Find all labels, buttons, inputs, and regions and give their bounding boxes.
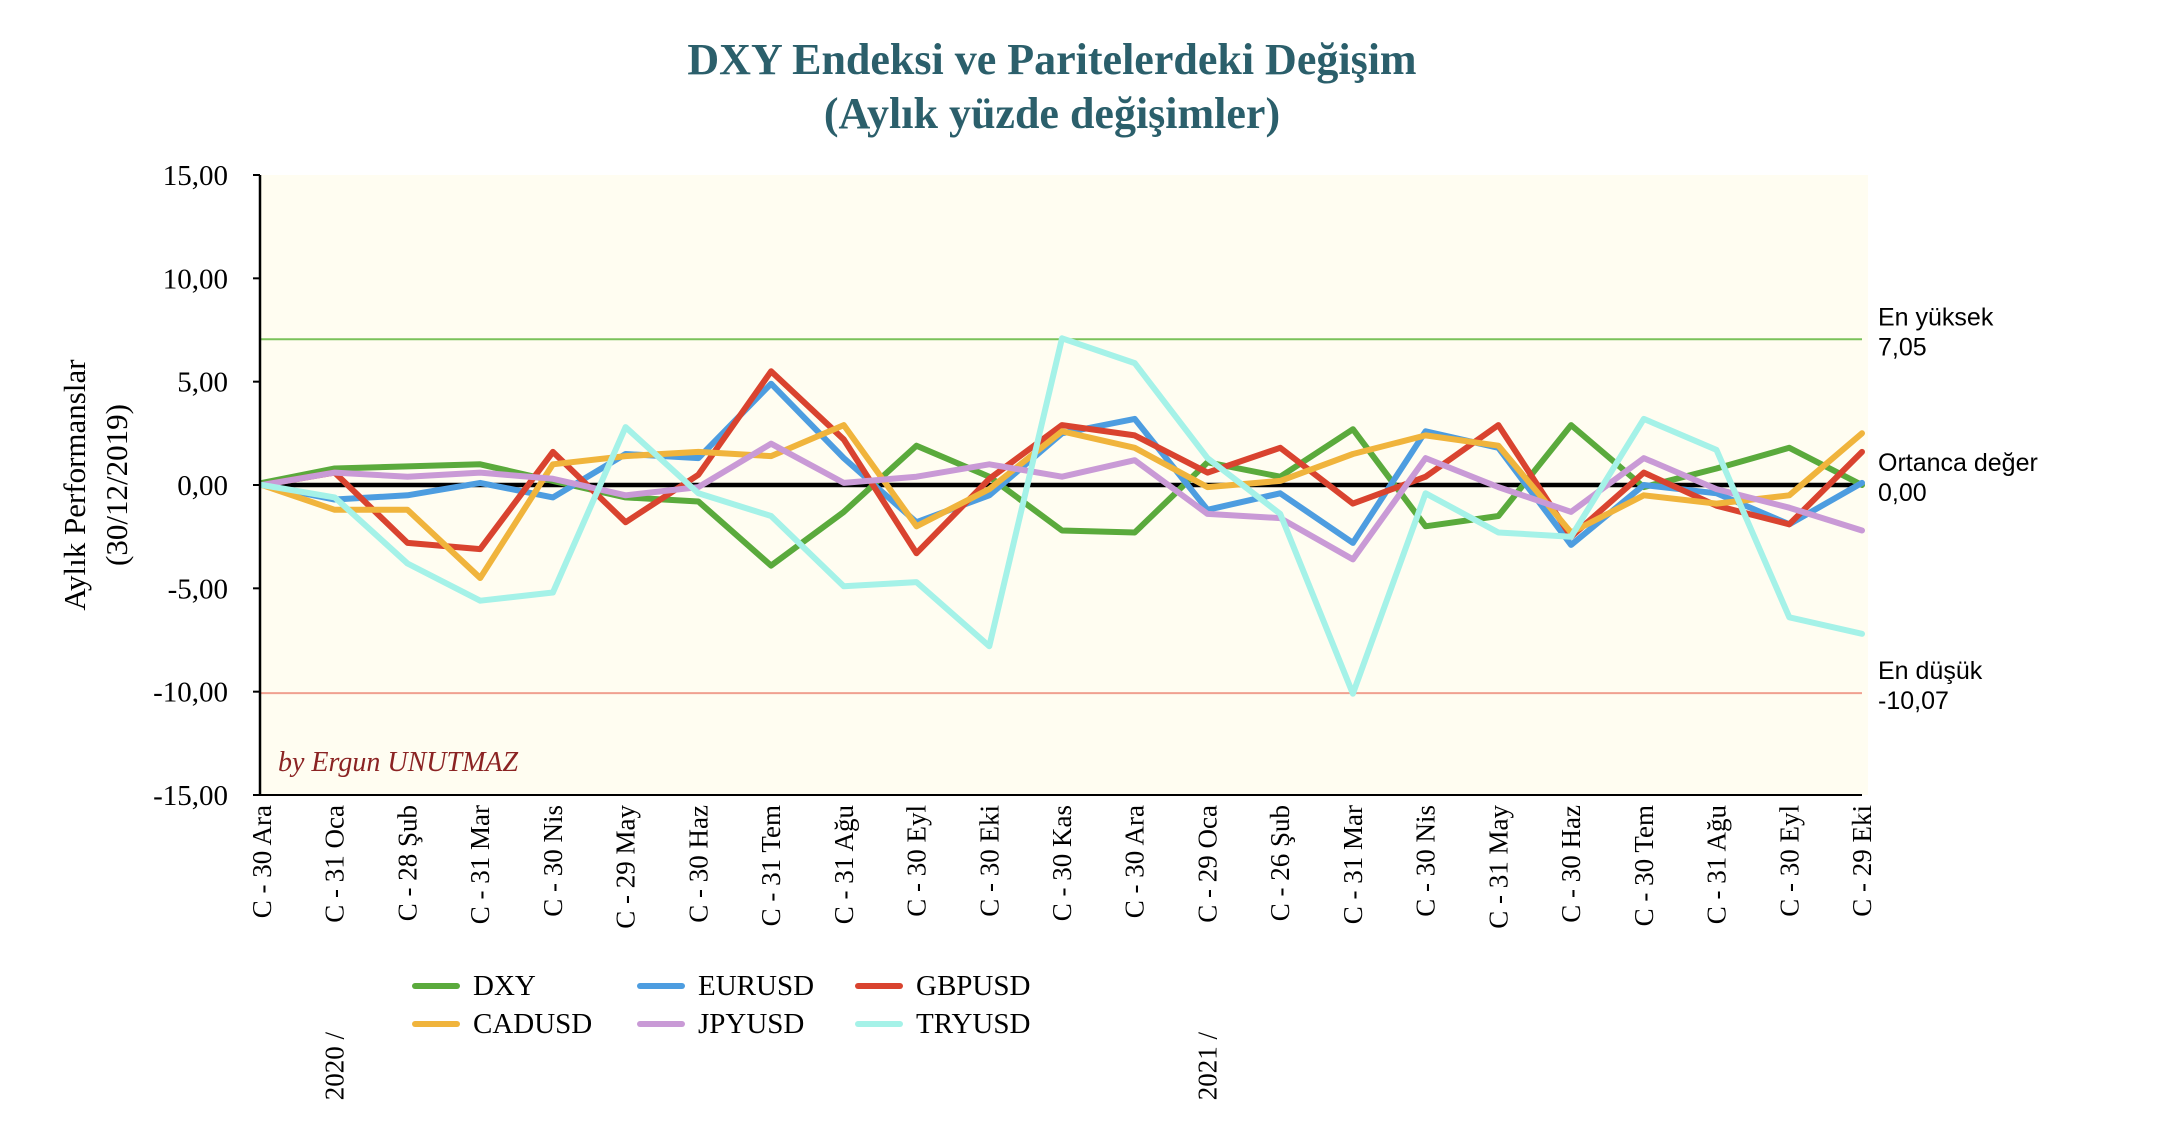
x-tick-label-2: C - 28 Şub	[393, 805, 423, 921]
series-layer	[259, 335, 1865, 697]
y-tick-label-2: 5,00	[177, 367, 228, 399]
x-tick-label-12: C - 30 Ara	[1120, 805, 1150, 918]
x-tick-label-5: C - 29 May	[611, 805, 641, 929]
year-label-0: 2020 /	[320, 1032, 350, 1101]
x-tick-label-13: C - 29 Oca	[1193, 805, 1223, 923]
axes	[253, 174, 1862, 796]
reference-label-1: Ortanca değer	[1878, 449, 2038, 477]
y-tick-label-1: 10,00	[163, 263, 228, 295]
series-line-cadusd	[259, 422, 1865, 581]
legend-label-gbpusd: GBPUSD	[916, 970, 1030, 1002]
reference-value-2: -10,07	[1878, 687, 1949, 715]
x-tick-label-7: C - 31 Tem	[756, 805, 786, 926]
x-tick-label-3: C - 31 Mar	[465, 805, 495, 924]
reference-value-0: 7,05	[1878, 333, 1927, 361]
reference-label-0: En yüksek	[1878, 303, 1994, 331]
x-tick-label-20: C - 31 Ağu	[1702, 805, 1732, 925]
x-tick-label-17: C - 31 May	[1483, 805, 1513, 929]
chart-subtitle: (Aylık yüzde değişimler)	[824, 89, 1280, 138]
legend: DXY EURUSD GBPUSD CADUSD JPYUSD TRYUSD	[412, 970, 1030, 1040]
x-tick-label-0: C - 30 Ara	[247, 805, 277, 918]
credit-text: by Ergun UNUTMAZ	[278, 747, 519, 778]
legend-label-eurusd: EURUSD	[698, 970, 814, 1002]
x-tick-label-14: C - 26 Şub	[1265, 805, 1295, 921]
series-line-gbpusd	[259, 368, 1865, 557]
x-tick-label-9: C - 30 Eyl	[902, 805, 932, 917]
x-tick-label-22: C - 29 Eki	[1847, 805, 1877, 917]
year-label-1: 2021 /	[1193, 1032, 1223, 1101]
reference-label-2: En düşük	[1878, 657, 1983, 685]
x-tick-label-15: C - 31 Mar	[1338, 805, 1368, 924]
x-tick-label-11: C - 30 Kas	[1047, 805, 1077, 921]
x-tick-label-8: C - 31 Ağu	[829, 805, 859, 925]
legend-label-jpyusd: JPYUSD	[698, 1008, 804, 1040]
y-axis-label: Aylık Performanslar (30/12/2019)	[57, 359, 134, 611]
x-tick-label-4: C - 30 Nis	[538, 805, 568, 917]
y-tick-label-0: 15,00	[163, 160, 228, 192]
y-axis-label-line2: (30/12/2019)	[99, 404, 134, 566]
legend-label-tryusd: TRYUSD	[916, 1008, 1030, 1040]
chart-title: DXY Endeksi ve Paritelerdeki Değişim	[687, 35, 1416, 84]
reference-value-1: 0,00	[1878, 479, 1927, 507]
x-tick-label-10: C - 30 Eki	[974, 805, 1004, 917]
x-tick-label-21: C - 30 Eyl	[1774, 805, 1804, 917]
x-tick-label-18: C - 30 Haz	[1556, 805, 1586, 923]
x-tick-label-6: C - 30 Haz	[683, 805, 713, 923]
x-tick-label-19: C - 30 Tem	[1629, 805, 1659, 926]
legend-label-cadusd: CADUSD	[473, 1008, 592, 1040]
legend-label-dxy: DXY	[473, 970, 536, 1002]
series-line-tryusd	[259, 335, 1865, 697]
y-tick-label-5: -10,00	[153, 677, 228, 709]
y-tick-label-6: -15,00	[153, 780, 228, 812]
y-axis-label-line1: Aylık Performanslar	[57, 359, 92, 611]
y-tick-label-3: 0,00	[177, 470, 228, 502]
x-tick-labels: C - 30 Ara C - 31 Oca C - 28 Şub C - 31 Mar…	[247, 805, 1877, 929]
x-tick-label-1: C - 31 Oca	[320, 805, 350, 923]
year-labels: 2020 / 2021 /	[320, 1032, 1223, 1101]
y-tick-labels: 15,00 10,00 5,00 0,00 -5,00 -10,00 -15,00	[153, 160, 228, 812]
x-tick-label-16: C - 30 Nis	[1411, 805, 1441, 917]
y-tick-label-4: -5,00	[168, 573, 228, 605]
